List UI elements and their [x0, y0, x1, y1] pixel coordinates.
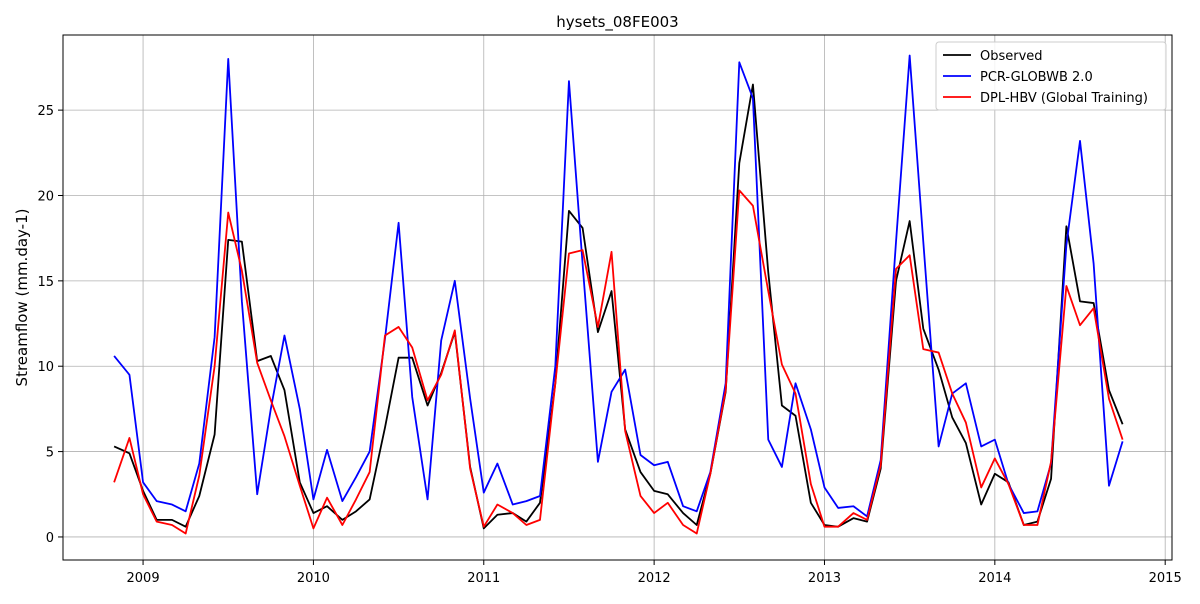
legend: Observed PCR-GLOBWB 2.0 DPL-HBV (Global Tr… [935, 41, 1167, 111]
y-tick-label: 0 [46, 531, 54, 546]
y-tick-label: 10 [37, 360, 54, 375]
legend-label: Observed [980, 49, 1043, 64]
legend-box [935, 41, 1167, 111]
series-line-observed [113, 83, 1124, 530]
plot-frame [62, 34, 1173, 561]
x-tick-label: 2014 [978, 571, 1011, 586]
legend-label: PCR-GLOBWB 2.0 [980, 70, 1093, 85]
x-tick-label: 2013 [808, 571, 841, 586]
series-line-dpl-hbv-global-training [113, 189, 1124, 535]
series-line-pcr-globwb-2-0 [113, 54, 1124, 518]
x-tick-label: 2010 [297, 571, 330, 586]
y-axis-label: Streamflow (mm.day-1) [13, 209, 31, 387]
y-tick-label: 15 [37, 275, 54, 290]
x-tick-label: 2015 [1149, 571, 1182, 586]
x-tick-label: 2011 [467, 571, 500, 586]
ticks: 2009 2010 2011 2012 2013 2014 2015 0 5 10 15 20 25 [37, 104, 1181, 586]
y-tick-label: 20 [37, 189, 54, 204]
x-tick-label: 2009 [127, 571, 160, 586]
y-tick-label: 25 [37, 104, 54, 119]
y-tick-label: 5 [46, 446, 54, 461]
x-tick-label: 2012 [638, 571, 671, 586]
series-layer [113, 54, 1124, 535]
chart-title: hysets_08FE003 [556, 13, 678, 32]
legend-label: DPL-HBV (Global Training) [980, 91, 1148, 106]
